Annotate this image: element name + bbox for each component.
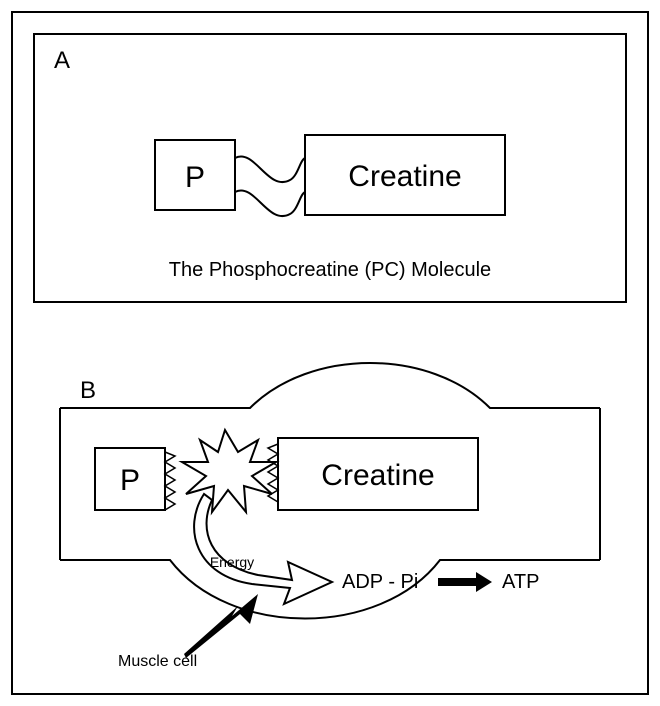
equation-adp: ADP - Pi <box>342 571 418 593</box>
diagram-root: A P Creatine The Phosphocreatine (PC) Mo… <box>0 0 660 706</box>
panel-b-top-membrane <box>60 363 600 408</box>
panel-a-creatine-text: Creatine <box>348 160 461 193</box>
outer-frame <box>12 12 648 694</box>
starburst-icon <box>182 430 276 512</box>
panel-a-label: A <box>54 47 70 74</box>
panel-a-bond-bottom <box>235 191 305 217</box>
panel-b-label: B <box>80 377 96 404</box>
panel-a-caption: The Phosphocreatine (PC) Molecule <box>169 259 491 281</box>
panel-b-creatine-text: Creatine <box>321 459 434 492</box>
panel-a-bond-top <box>235 157 305 183</box>
panel-b-p-teeth <box>165 452 175 510</box>
panel-a-p-text: P <box>185 161 205 194</box>
equation-atp: ATP <box>502 571 539 593</box>
energy-arrow-label: Energy <box>210 554 254 570</box>
reaction-arrow-icon <box>438 572 492 592</box>
diagram-svg: A P Creatine The Phosphocreatine (PC) Mo… <box>0 0 660 706</box>
muscle-arrow-icon <box>184 594 258 658</box>
panel-b-p-text: P <box>120 464 140 497</box>
